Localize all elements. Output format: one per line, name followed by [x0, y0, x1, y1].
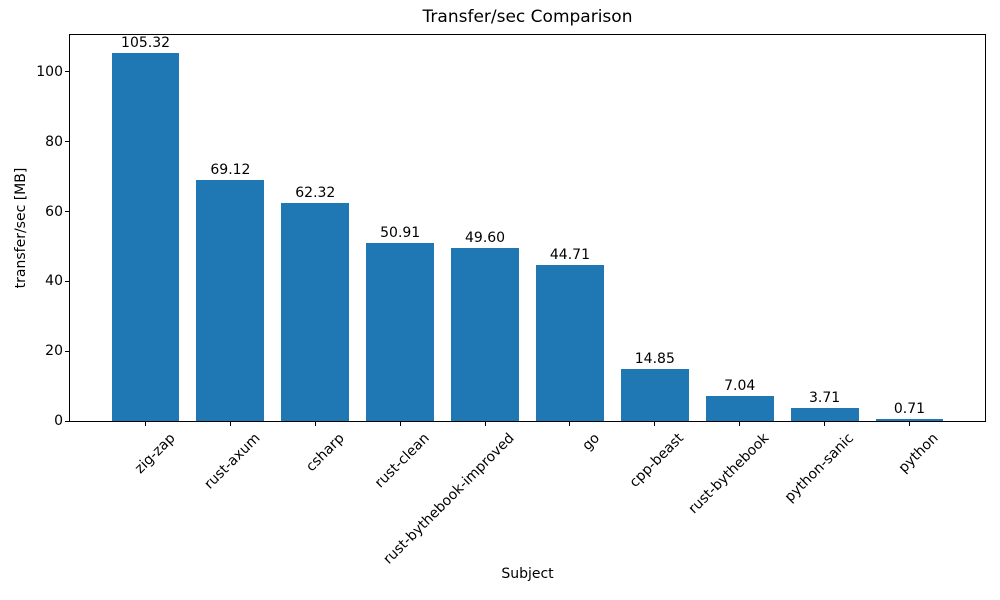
x-tick-label-go: go: [578, 430, 603, 454]
bar-python: [875, 418, 944, 421]
y-tick-mark: [65, 211, 69, 213]
y-tick-label: 0: [54, 413, 63, 429]
x-axis-label: Subject: [501, 566, 554, 582]
bar-cpp-beast: [620, 369, 689, 421]
bar-csharp: [281, 203, 350, 421]
x-tick-label-rust-bythebook: rust-bythebook: [685, 430, 773, 518]
bar-value-label: 7.04: [724, 378, 756, 395]
x-tick-mark: [314, 422, 316, 426]
x-tick-mark: [484, 422, 486, 426]
bar-value-label: 69.12: [210, 161, 251, 178]
x-tick-label-rust-clean: rust-clean: [371, 430, 433, 492]
x-tick-label-rust-axum: rust-axum: [200, 430, 264, 493]
x-tick-label-cpp-beast: cpp-beast: [627, 430, 688, 491]
y-tick-mark: [65, 280, 69, 282]
bar-value-label: 50.91: [380, 225, 421, 242]
bar-rust-bythebook-improved: [451, 247, 519, 421]
bar-value-label: 49.60: [465, 229, 506, 246]
x-tick-mark: [569, 422, 571, 426]
y-tick-label: 60: [45, 203, 63, 220]
bar-rust-clean: [366, 243, 435, 421]
x-tick-mark: [824, 422, 826, 426]
x-tick-mark: [145, 422, 147, 426]
x-tick-mark: [908, 422, 910, 426]
y-axis-label: transfer/sec [MB]: [13, 167, 29, 289]
x-tick-mark: [399, 422, 401, 426]
bar-python-sanic: [790, 408, 859, 421]
x-tick-label-zig-zap: zig-zap: [131, 430, 179, 477]
y-tick-mark: [65, 141, 69, 143]
x-tick-mark: [739, 422, 741, 426]
x-tick-label-csharp: csharp: [303, 430, 348, 475]
y-tick-label: 40: [45, 273, 63, 290]
bar-value-label: 105.32: [121, 35, 171, 52]
y-tick-mark: [65, 420, 69, 422]
bar-value-label: 14.85: [634, 351, 675, 368]
y-tick-label: 20: [45, 343, 63, 360]
y-tick-mark: [65, 71, 69, 73]
bar-value-label: 3.71: [808, 390, 841, 407]
x-tick-mark: [229, 422, 231, 426]
bar-value-label: 44.71: [549, 246, 590, 263]
bar-zig-zap: [111, 53, 180, 421]
y-tick-label: 100: [36, 63, 63, 80]
bar-rust-bythebook: [705, 396, 774, 421]
x-tick-label-python: python: [896, 430, 943, 477]
x-tick-mark: [654, 422, 656, 426]
y-tick-label: 80: [45, 133, 63, 150]
y-tick-mark: [65, 350, 69, 352]
bar-value-label: 0.71: [893, 400, 926, 417]
chart-title: Transfer/sec Comparison: [422, 7, 633, 27]
bar-rust-axum: [196, 179, 265, 421]
bar-value-label: 62.32: [295, 185, 336, 202]
bar-go: [535, 264, 604, 421]
x-tick-label-python-sanic: python-sanic: [781, 430, 858, 506]
